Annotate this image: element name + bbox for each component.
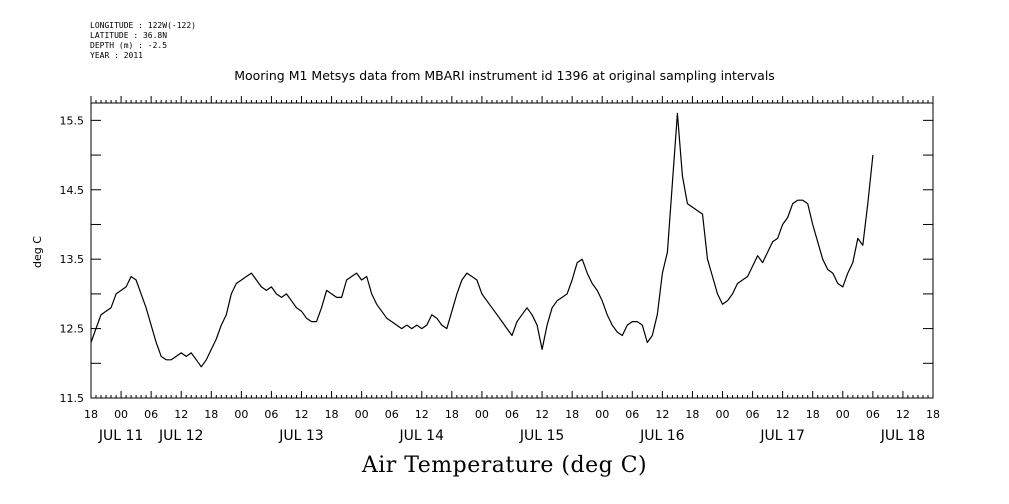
x-axis: 18 00 06 12 18 00 06 12 18 00 06 12 18 00 06 12 18 00 06 12…: [84, 96, 940, 444]
x-tick-label: 00: [234, 408, 248, 421]
x-tick-label: 12: [655, 408, 669, 421]
x-day-label: JUL 13: [278, 428, 323, 444]
x-tick-label: 06: [866, 408, 880, 421]
x-day-label: JUL 18: [880, 428, 925, 444]
longitude-label: LONGITUDE : 122W(-122): [90, 21, 196, 30]
y-tick-label: 14.5: [60, 184, 85, 197]
plot-frame: [90, 102, 934, 399]
x-tick-label: 00: [475, 408, 489, 421]
x-day-label: JUL 12: [158, 428, 203, 444]
x-day-label: JUL 11: [98, 428, 143, 444]
x-tick-label: 06: [385, 408, 399, 421]
x-tick-label: 18: [806, 408, 820, 421]
y-tick-label: 12.5: [60, 323, 85, 336]
depth-label: DEPTH (m) : -2.5: [90, 41, 168, 50]
x-tick-label: 12: [776, 408, 790, 421]
series-group: [90, 112, 874, 368]
x-day-label: JUL 15: [519, 428, 564, 444]
x-tick-label: 18: [445, 408, 459, 421]
latitude-label: LATITUDE : 36.8N: [90, 31, 168, 40]
x-tick-label: 18: [84, 408, 98, 421]
y-tick-label: 15.5: [60, 114, 85, 127]
footer-title: Air Temperature (deg C): [361, 453, 648, 478]
x-tick-label: 18: [685, 408, 699, 421]
y-tick-label: 13.5: [60, 253, 85, 266]
series-line: [90, 112, 874, 368]
x-tick-label: 18: [565, 408, 579, 421]
x-tick-label: 18: [926, 408, 940, 421]
y-tick-label: 11.5: [60, 392, 85, 405]
x-tick-label: 06: [746, 408, 760, 421]
x-day-label: JUL 14: [399, 428, 445, 444]
y-axis-label: deg C: [31, 236, 44, 268]
x-tick-label: 12: [535, 408, 549, 421]
x-tick-label: 00: [595, 408, 609, 421]
x-tick-label: 12: [295, 408, 309, 421]
x-tick-label: 00: [114, 408, 128, 421]
x-tick-label: 00: [836, 408, 850, 421]
x-tick-label: 00: [716, 408, 730, 421]
x-tick-label: 00: [355, 408, 369, 421]
x-tick-label: 12: [415, 408, 429, 421]
x-tick-label: 06: [505, 408, 519, 421]
year-label: YEAR : 2011: [90, 51, 143, 60]
x-day-label: JUL 17: [759, 428, 804, 444]
x-tick-label: 12: [896, 408, 910, 421]
x-tick-label: 12: [174, 408, 188, 421]
chart-title: Mooring M1 Metsys data from MBARI instru…: [234, 68, 775, 83]
metadata-block: LONGITUDE : 122W(-122) LATITUDE : 36.8N …: [90, 21, 196, 61]
x-day-label: JUL 16: [639, 428, 685, 444]
x-tick-label: 06: [264, 408, 278, 421]
x-tick-label: 06: [144, 408, 158, 421]
x-tick-label: 18: [204, 408, 218, 421]
y-axis: 11.5 12.5 13.5 14.5 15.5: [60, 114, 933, 405]
x-tick-label: 18: [325, 408, 339, 421]
x-tick-label: 06: [625, 408, 639, 421]
